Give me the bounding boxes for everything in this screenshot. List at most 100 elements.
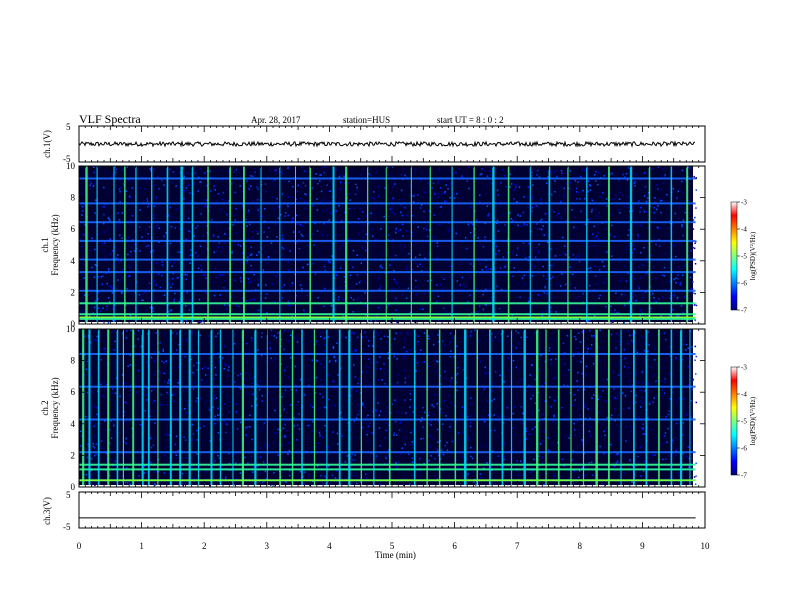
spec-noise-cell xyxy=(197,267,200,270)
spec-noise-cell xyxy=(275,169,277,172)
spec-noise-cell xyxy=(534,331,537,334)
spec-noise-cell xyxy=(588,430,591,433)
spec-noise-cell xyxy=(432,343,435,346)
spec-noise-cell xyxy=(281,193,284,195)
spec-noise-cell xyxy=(172,272,174,275)
spec-noise-cell xyxy=(312,268,315,270)
spec-noise-cell xyxy=(679,462,681,464)
spec-noise-cell xyxy=(213,378,215,380)
spec-noise-cell xyxy=(151,410,154,413)
spec-noise-cell xyxy=(638,416,640,418)
spec-noise-cell xyxy=(591,397,593,399)
spec-noise-cell xyxy=(91,420,94,422)
spec-noise-cell xyxy=(643,195,646,197)
spec-noise-cell xyxy=(390,429,392,431)
spec-noise-cell xyxy=(103,388,106,391)
spec-noise-cell xyxy=(185,305,187,307)
spec-noise-cell xyxy=(418,200,420,202)
spec-noise-cell xyxy=(674,455,676,457)
spec-noise-cell xyxy=(642,474,645,477)
spec-noise-cell xyxy=(539,399,541,402)
spec-noise-cell xyxy=(406,332,409,334)
spec-noise-cell xyxy=(364,242,366,245)
spec-noise-cell xyxy=(235,403,237,406)
spec-noise-cell xyxy=(154,198,157,201)
spec-noise-cell xyxy=(204,245,206,247)
spec-noise-cell xyxy=(288,314,290,316)
spec-noise-cell xyxy=(146,198,148,200)
spec-noise-cell xyxy=(152,250,154,253)
spec-noise-cell xyxy=(399,225,401,227)
spec-noise-cell xyxy=(634,401,637,404)
spec-noise-cell xyxy=(362,211,364,213)
spec-noise-cell xyxy=(146,399,148,401)
spec-burst xyxy=(686,166,689,322)
spec-noise-cell xyxy=(694,242,696,244)
spec-noise-cell xyxy=(677,274,679,276)
spec-noise-cell xyxy=(614,419,616,422)
spec-noise-cell xyxy=(323,305,325,307)
spec-noise-cell xyxy=(436,257,438,259)
spec-noise-cell xyxy=(188,230,190,232)
spec-noise-cell xyxy=(219,273,221,276)
spec-noise-cell xyxy=(624,395,627,397)
spec-noise-cell xyxy=(579,285,581,287)
spec-noise-cell xyxy=(560,216,562,218)
spec-noise-cell xyxy=(594,245,596,247)
spec-noise-cell xyxy=(270,329,273,331)
spec-noise-cell xyxy=(694,359,696,361)
spec-burst xyxy=(367,166,369,322)
spec-noise-cell xyxy=(602,378,605,381)
spec-noise-cell xyxy=(657,423,659,425)
spec-noise-cell xyxy=(491,333,493,335)
spec-noise-cell xyxy=(161,483,164,485)
spec-noise-cell xyxy=(252,200,254,202)
spec-noise-cell xyxy=(299,223,302,226)
spec-noise-cell xyxy=(682,398,684,400)
spec-noise-cell xyxy=(129,314,132,317)
spec-noise-cell xyxy=(533,425,535,428)
spec-noise-cell xyxy=(477,482,479,484)
spec-noise-cell xyxy=(573,394,576,396)
spec-noise-cell xyxy=(647,331,649,333)
spec-noise-cell xyxy=(357,346,359,349)
spec-noise-cell xyxy=(339,179,341,182)
spec-noise-cell xyxy=(503,381,506,383)
spec-noise-cell xyxy=(327,261,330,264)
spec-noise-cell xyxy=(581,466,584,469)
spec-noise-cell xyxy=(256,349,258,351)
spec-noise-cell xyxy=(125,437,128,440)
spec-noise-cell xyxy=(495,238,498,241)
spec-noise-cell xyxy=(190,231,192,233)
spec-noise-cell xyxy=(125,190,128,192)
spec-noise-cell xyxy=(472,225,474,227)
spec-noise-cell xyxy=(470,455,472,458)
spec-noise-cell xyxy=(628,229,630,231)
spec-noise-cell xyxy=(474,228,476,230)
spec-noise-cell xyxy=(104,411,106,414)
spec-noise-cell xyxy=(358,410,360,412)
spec-noise-cell xyxy=(371,409,374,412)
spec-noise-cell xyxy=(209,417,211,419)
spec-noise-cell xyxy=(493,478,495,480)
spec-noise-cell xyxy=(675,282,677,284)
spec-noise-cell xyxy=(412,404,415,406)
spec-noise-cell xyxy=(333,387,336,390)
spec-noise-cell xyxy=(413,174,416,176)
spec-noise-cell xyxy=(526,336,528,338)
spec-noise-cell xyxy=(233,279,235,281)
spec-noise-cell xyxy=(174,443,177,446)
spec-noise-cell xyxy=(543,430,545,432)
spec-noise-cell xyxy=(320,174,322,176)
spec-noise-cell xyxy=(426,235,429,238)
spec-noise-cell xyxy=(277,415,280,417)
spec-burst xyxy=(191,166,194,322)
spec-noise-cell xyxy=(281,172,283,175)
spec-noise-cell xyxy=(100,276,102,278)
spec-noise-cell xyxy=(95,298,98,301)
spec-noise-cell xyxy=(493,398,495,400)
spec-noise-cell xyxy=(437,452,440,455)
spec-noise-cell xyxy=(174,251,177,253)
spec-noise-cell xyxy=(215,335,217,338)
spec-noise-cell xyxy=(399,422,401,425)
